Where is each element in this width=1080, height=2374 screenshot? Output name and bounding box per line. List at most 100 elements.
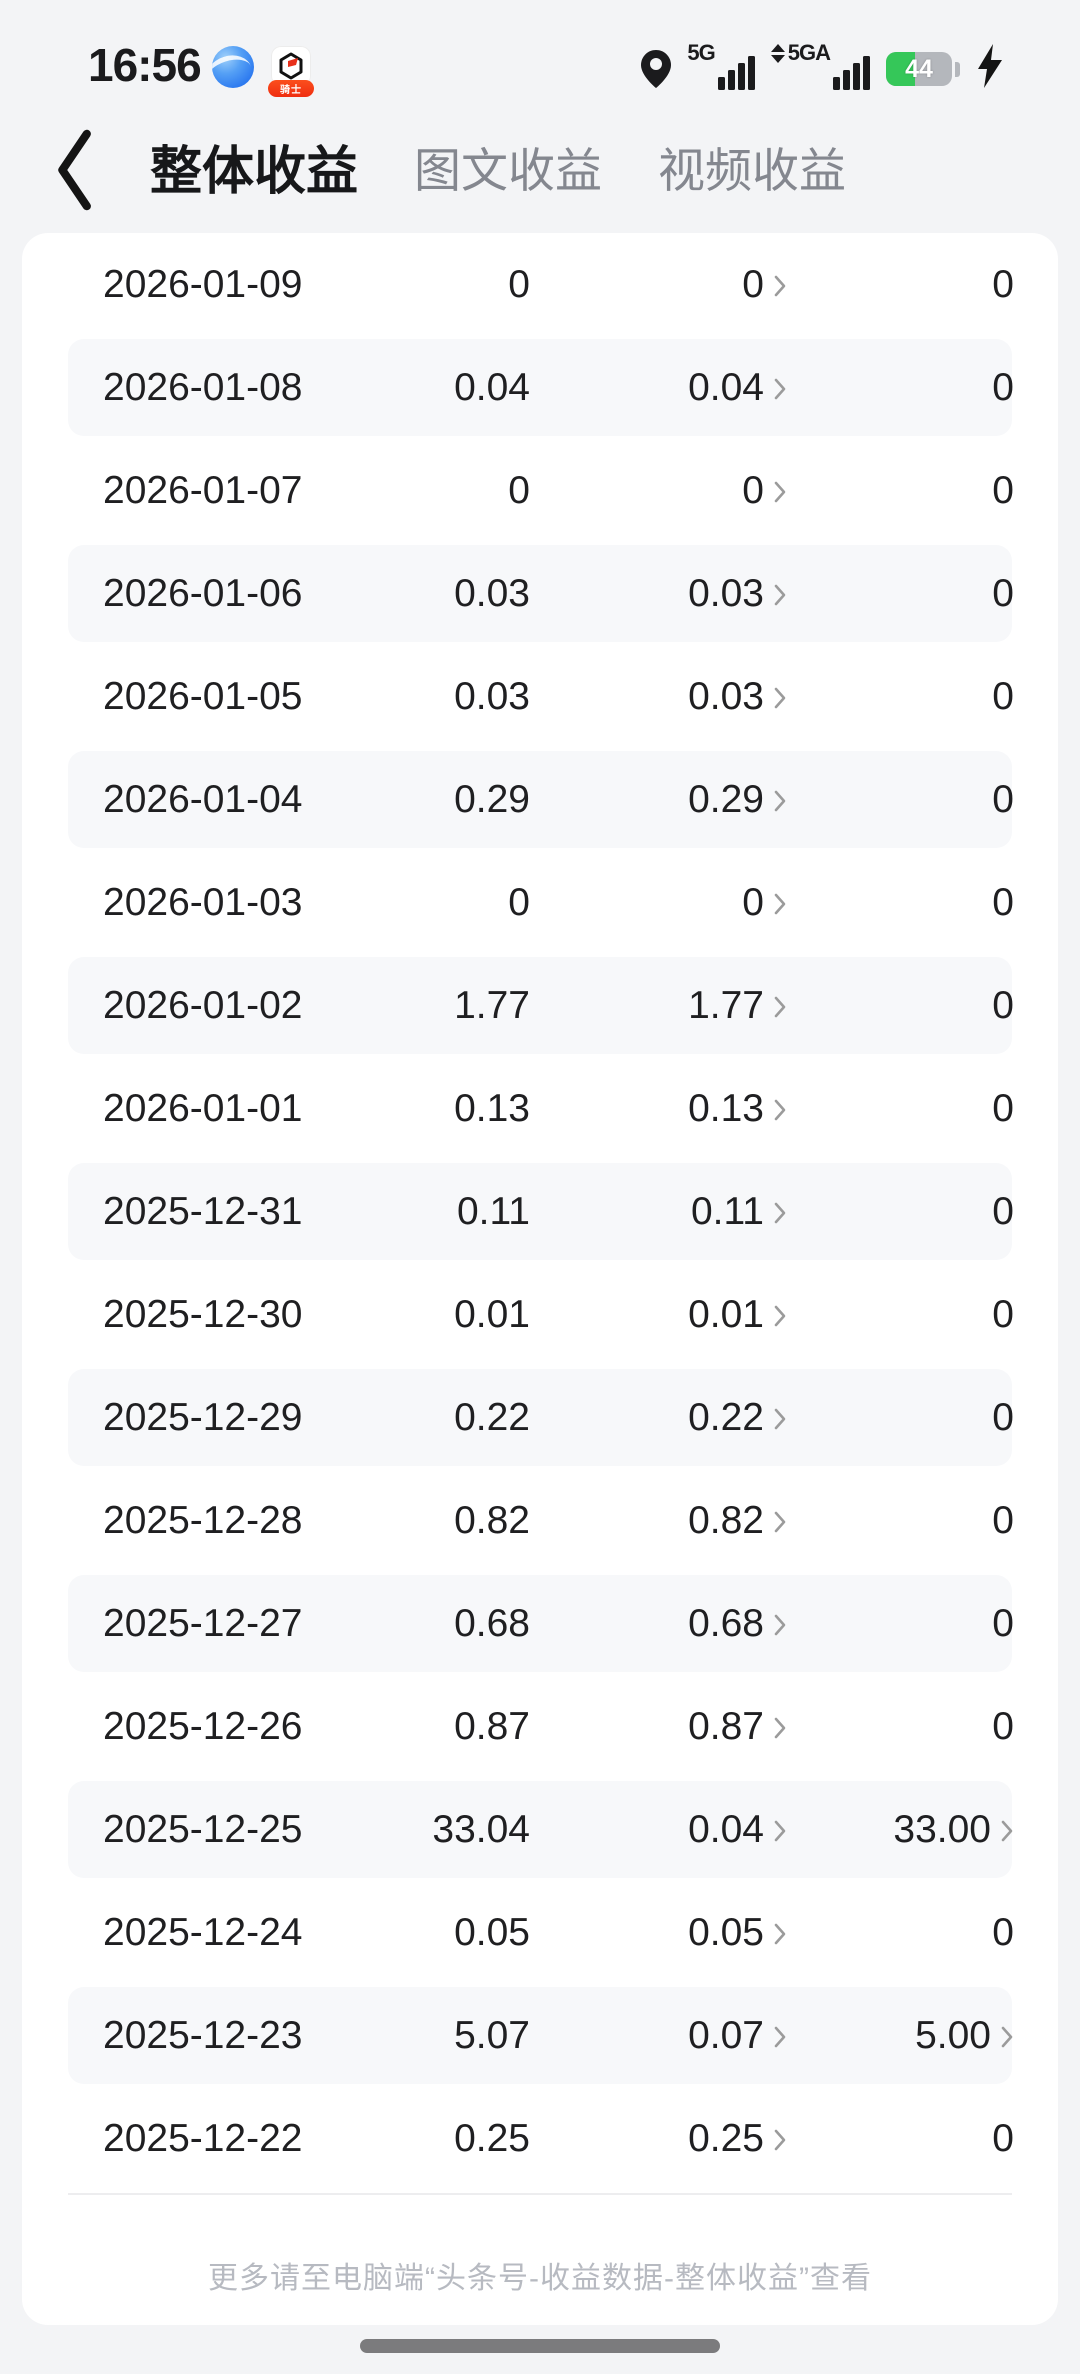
- total-earnings-value: 0.01: [454, 1292, 530, 1336]
- video-earnings-value: 0: [992, 1498, 1014, 1542]
- signal-5g: 5G: [687, 42, 755, 90]
- chevron-right-icon: [774, 1614, 786, 1635]
- video-earnings-value: 0: [992, 1572, 1014, 1675]
- earnings-row: 2025-12-29 0.22 0.22 0: [22, 1366, 1058, 1469]
- earnings-row: 2025-12-24 0.05 0.05 0: [22, 1881, 1058, 1984]
- row-date: 2026-01-09: [103, 262, 303, 306]
- earnings-row: 2026-01-02 1.77 1.77 0: [22, 954, 1058, 1057]
- total-earnings-value: 0.13: [454, 1086, 530, 1130]
- home-indicator[interactable]: [360, 2339, 720, 2353]
- total-earnings-value: 0.68: [454, 1601, 530, 1645]
- knight-app-icon: 骑士: [268, 46, 314, 98]
- article-earnings-value: 1.77: [688, 983, 764, 1027]
- article-earnings-link[interactable]: 0.01: [688, 1263, 787, 1366]
- article-earnings-link[interactable]: 0.05: [688, 1881, 787, 1984]
- chevron-right-icon: [1001, 2026, 1013, 2047]
- total-earnings-value: 0.03: [454, 674, 530, 718]
- article-earnings-link[interactable]: 0.03: [688, 542, 787, 645]
- article-earnings-link[interactable]: 0.04: [688, 1778, 787, 1881]
- earnings-row: 2026-01-06 0.03 0.03 0: [22, 542, 1058, 645]
- video-earnings-value: 0: [992, 233, 1014, 336]
- article-earnings-value: 0.25: [688, 2116, 764, 2160]
- total-earnings-value: 0.87: [454, 1704, 530, 1748]
- chevron-right-icon: [774, 481, 786, 502]
- chevron-right-icon: [1001, 1820, 1013, 1841]
- earnings-row: 2025-12-22 0.25 0.25 0: [22, 2087, 1058, 2190]
- video-earnings-value: 0: [992, 2116, 1014, 2160]
- earnings-card: 2026-01-09 0 0 0 2026-01-08 0.04 0.04 0 2026-01-…: [22, 233, 1058, 2325]
- earnings-row: 2025-12-27 0.68 0.68 0: [22, 1572, 1058, 1675]
- chevron-right-icon: [774, 1408, 786, 1429]
- article-earnings-link[interactable]: 0.11: [691, 1160, 787, 1263]
- row-stripe: [68, 1575, 1012, 1672]
- video-earnings-value: 0: [992, 571, 1014, 615]
- chevron-right-icon: [774, 893, 786, 914]
- status-icons: 5G 5GA 44: [641, 40, 1004, 90]
- article-earnings-link[interactable]: 0.13: [688, 1057, 787, 1160]
- row-stripe: [68, 545, 1012, 642]
- video-earnings-value: 0: [992, 262, 1014, 306]
- article-earnings-value: 0.03: [688, 674, 764, 718]
- article-earnings-link[interactable]: 0.04: [688, 336, 787, 439]
- total-earnings-value: 0.05: [454, 1910, 530, 1954]
- article-earnings-link[interactable]: 0.03: [688, 645, 787, 748]
- video-earnings-value: 0: [992, 365, 1014, 409]
- video-earnings-link[interactable]: 5.00: [915, 1984, 1014, 2087]
- chevron-right-icon: [774, 1202, 786, 1223]
- earnings-row: 2025-12-23 5.07 0.07 5.00: [22, 1984, 1058, 2087]
- article-earnings-link[interactable]: 0.82: [688, 1469, 787, 1572]
- video-earnings-link[interactable]: 33.00: [893, 1778, 1014, 1881]
- earnings-row: 2026-01-07 0 0 0: [22, 439, 1058, 542]
- video-earnings-value: 0: [992, 777, 1014, 821]
- signal-5ga: 5GA: [770, 42, 870, 90]
- video-earnings-value: 0: [992, 645, 1014, 748]
- row-date: 2025-12-27: [103, 1601, 303, 1645]
- article-earnings-link[interactable]: 0.68: [688, 1572, 787, 1675]
- earnings-row-list: 2026-01-09 0 0 0 2026-01-08 0.04 0.04 0 2026-01-…: [22, 233, 1058, 2190]
- total-earnings-value: 0: [508, 262, 530, 306]
- earnings-tabs: 整体收益 图文收益 视频收益: [150, 100, 846, 233]
- article-earnings-link[interactable]: 0.87: [688, 1675, 787, 1778]
- earnings-row: 2026-01-03 0 0 0: [22, 851, 1058, 954]
- earnings-row: 2025-12-26 0.87 0.87 0: [22, 1675, 1058, 1778]
- article-earnings-value: 0.82: [688, 1498, 764, 1542]
- row-stripe: [68, 751, 1012, 848]
- video-earnings-value: 5.00: [915, 2013, 991, 2057]
- charging-icon: [978, 44, 1002, 88]
- article-earnings-link[interactable]: 0: [742, 439, 787, 542]
- article-earnings-value: 0: [742, 880, 764, 924]
- status-bar: 16:56 骑士 5G 5GA: [0, 0, 1080, 100]
- row-date: 2025-12-23: [103, 2013, 303, 2057]
- divider: [68, 2193, 1012, 2195]
- article-earnings-link[interactable]: 0.29: [688, 748, 787, 851]
- article-earnings-link[interactable]: 1.77: [688, 954, 787, 1057]
- article-earnings-value: 0.68: [688, 1601, 764, 1645]
- video-earnings-value: 0: [992, 1395, 1014, 1439]
- video-earnings-value: 0: [992, 468, 1014, 512]
- tab-article-earnings[interactable]: 图文收益: [414, 144, 603, 197]
- article-earnings-link[interactable]: 0.25: [688, 2087, 787, 2190]
- article-earnings-link[interactable]: 0.07: [688, 1984, 787, 2087]
- article-earnings-value: 0.22: [688, 1395, 764, 1439]
- tab-overall-earnings[interactable]: 整体收益: [150, 143, 359, 201]
- row-date: 2026-01-06: [103, 571, 303, 615]
- video-earnings-value: 0: [992, 851, 1014, 954]
- row-stripe: [68, 1163, 1012, 1260]
- earnings-row: 2026-01-05 0.03 0.03 0: [22, 645, 1058, 748]
- article-earnings-link[interactable]: 0.22: [688, 1366, 787, 1469]
- total-earnings-value: 0.25: [454, 2116, 530, 2160]
- earnings-row: 2025-12-28 0.82 0.82 0: [22, 1469, 1058, 1572]
- back-button[interactable]: [48, 128, 100, 212]
- video-earnings-value: 0: [992, 1086, 1014, 1130]
- article-earnings-link[interactable]: 0: [742, 851, 787, 954]
- tab-video-earnings[interactable]: 视频收益: [658, 144, 847, 197]
- total-earnings-value: 0.04: [454, 365, 530, 409]
- chevron-right-icon: [774, 790, 786, 811]
- total-earnings-value: 33.04: [432, 1807, 530, 1851]
- article-earnings-value: 0: [742, 262, 764, 306]
- chevron-right-icon: [774, 1511, 786, 1532]
- row-date: 2025-12-29: [103, 1395, 303, 1439]
- battery-nub: [955, 62, 960, 77]
- row-date: 2025-12-22: [103, 2116, 303, 2160]
- article-earnings-link[interactable]: 0: [742, 233, 787, 336]
